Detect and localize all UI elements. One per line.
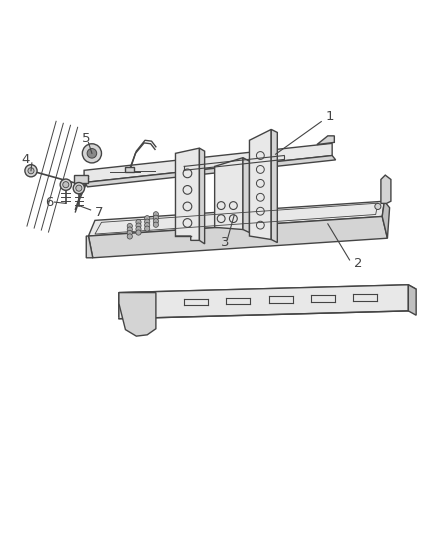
Circle shape	[28, 168, 34, 174]
Polygon shape	[125, 167, 134, 172]
Circle shape	[153, 212, 159, 217]
Polygon shape	[271, 130, 277, 243]
Circle shape	[63, 182, 69, 188]
Circle shape	[136, 220, 141, 225]
Text: 4: 4	[21, 152, 29, 166]
Circle shape	[127, 234, 132, 239]
Polygon shape	[381, 175, 391, 204]
Polygon shape	[317, 136, 334, 144]
Text: 3: 3	[221, 236, 230, 249]
Polygon shape	[250, 130, 271, 239]
Circle shape	[145, 223, 150, 228]
Polygon shape	[74, 175, 88, 183]
Circle shape	[136, 223, 141, 228]
Polygon shape	[199, 148, 205, 244]
Circle shape	[145, 215, 150, 221]
Text: 5: 5	[82, 132, 91, 144]
Circle shape	[136, 230, 141, 235]
Polygon shape	[176, 148, 199, 240]
Polygon shape	[84, 156, 336, 187]
Circle shape	[145, 226, 150, 231]
Circle shape	[136, 227, 141, 232]
Polygon shape	[119, 285, 408, 319]
Polygon shape	[84, 143, 332, 182]
Circle shape	[127, 230, 132, 236]
Circle shape	[25, 165, 37, 177]
Polygon shape	[188, 236, 277, 243]
Polygon shape	[119, 285, 416, 297]
Text: 6: 6	[45, 196, 53, 208]
Circle shape	[127, 227, 132, 232]
Circle shape	[60, 179, 71, 190]
Circle shape	[145, 219, 150, 224]
Circle shape	[375, 204, 381, 209]
Polygon shape	[408, 285, 416, 315]
Polygon shape	[215, 158, 243, 230]
Text: 1: 1	[326, 110, 334, 123]
Polygon shape	[119, 293, 127, 321]
Text: 2: 2	[354, 256, 363, 270]
Circle shape	[127, 223, 132, 229]
Polygon shape	[382, 201, 390, 238]
Polygon shape	[86, 236, 93, 258]
Polygon shape	[88, 216, 388, 258]
Circle shape	[153, 222, 159, 228]
Polygon shape	[243, 158, 250, 232]
Circle shape	[153, 215, 159, 220]
Text: 7: 7	[95, 206, 103, 219]
Circle shape	[76, 185, 82, 191]
Circle shape	[87, 149, 97, 158]
Circle shape	[82, 144, 102, 163]
Polygon shape	[88, 201, 385, 236]
Polygon shape	[119, 293, 156, 336]
Circle shape	[73, 182, 85, 194]
Circle shape	[153, 219, 159, 224]
